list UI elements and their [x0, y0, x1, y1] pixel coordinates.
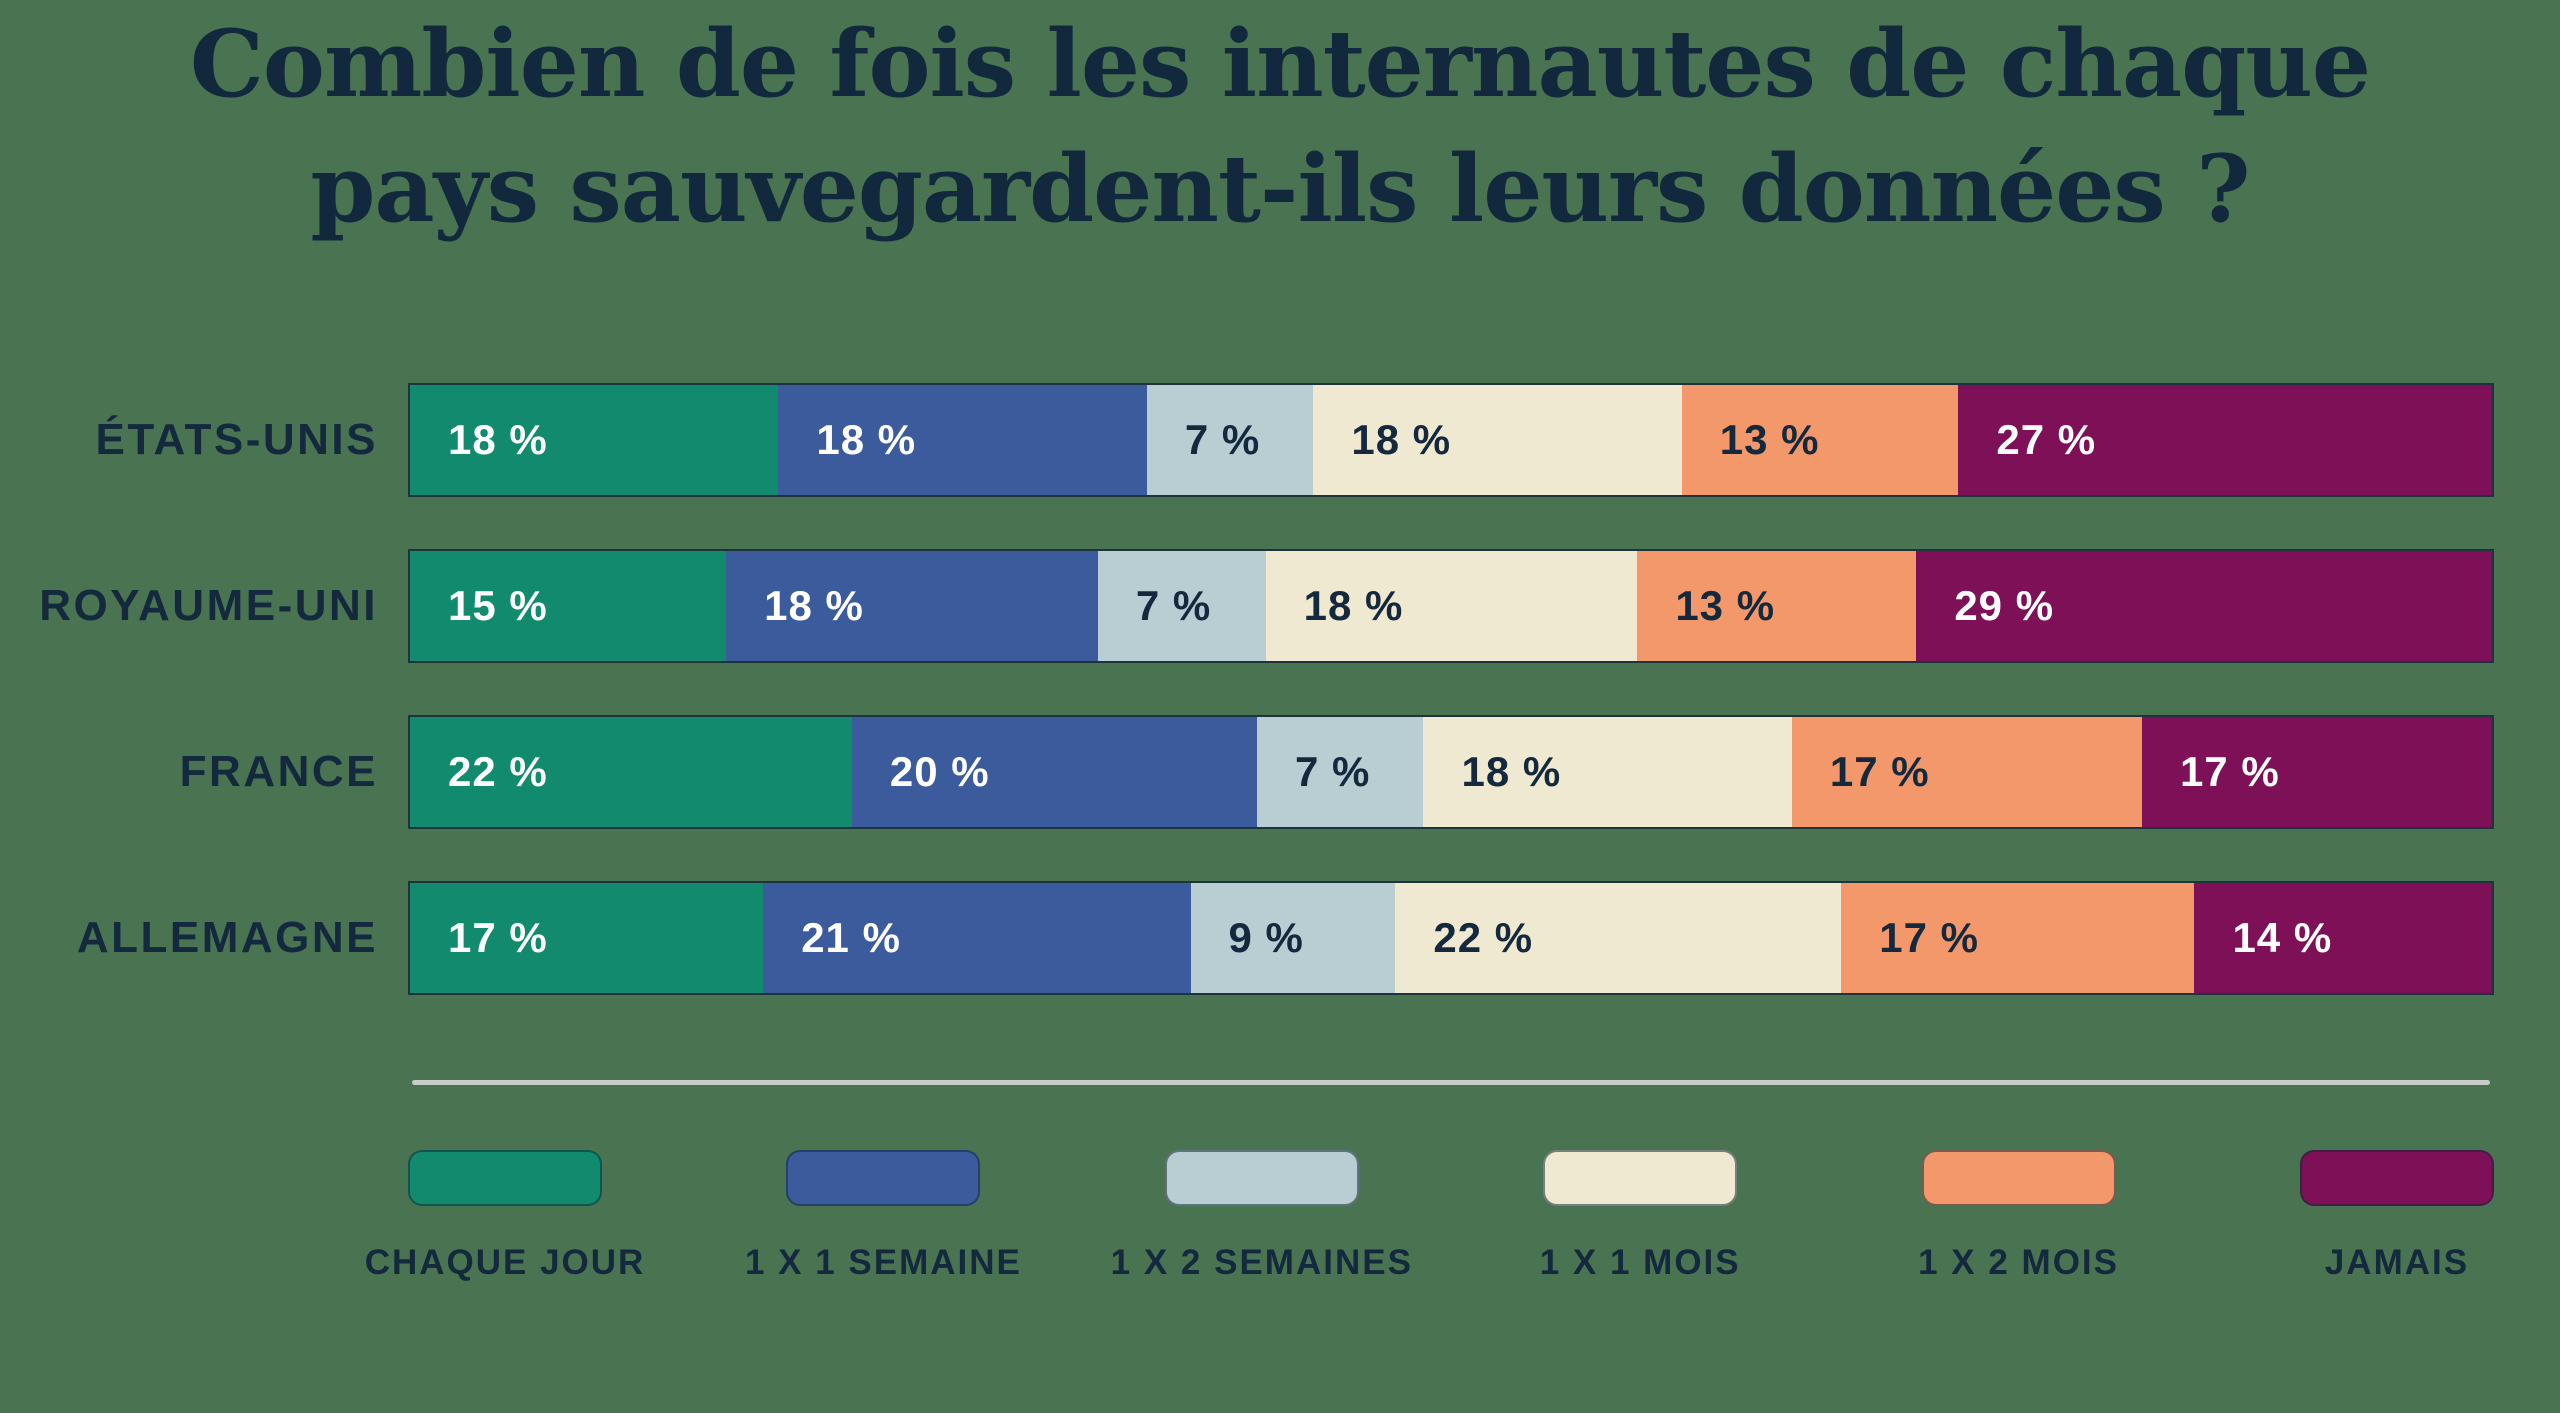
segment-value-label: 18 %: [1351, 416, 1452, 463]
bar-segment: 15 %: [410, 551, 727, 661]
page-title-line1: Combien de fois les internautes de chaqu…: [189, 9, 2371, 118]
segment-value-label: 18 %: [1461, 748, 1562, 795]
legend-swatch: [408, 1150, 602, 1206]
bar-segment: 13 %: [1637, 551, 1917, 661]
segment-value-label: 7 %: [1135, 582, 1212, 629]
bar-segment: 21 %: [763, 883, 1191, 993]
bar-row: FRANCE 22 % 20 % 7 % 18 % 17 % 17 %: [0, 715, 2560, 829]
legend-label: CHAQUE JOUR: [364, 1243, 646, 1282]
segment-value-label: 18 %: [1303, 582, 1404, 629]
legend-swatch: [1543, 1150, 1738, 1206]
bar-segment: 18 %: [1313, 385, 1682, 495]
legend-item: CHAQUE JOUR: [365, 1150, 643, 1283]
segment-value-label: 27 %: [1996, 416, 2097, 463]
segment-value-label: 18 %: [816, 416, 917, 463]
legend-item: JAMAIS: [2299, 1150, 2494, 1283]
segment-value-label: 18 %: [764, 582, 864, 629]
segment-value-label: 17 %: [1879, 914, 1979, 961]
bar-segment: 18 %: [410, 385, 779, 495]
bar-segment: 17 %: [1841, 883, 2195, 993]
bar-segment: 7 %: [1256, 717, 1424, 827]
bar-segment: 18 %: [726, 551, 1098, 661]
page-title: Combien de fois les internautes de chaqu…: [0, 2, 2560, 251]
bar-segment: 20 %: [851, 717, 1257, 827]
stacked-bar: 17 % 21 % 9 % 22 % 17 % 14 %: [408, 881, 2494, 995]
legend-swatch: [786, 1150, 981, 1206]
segment-value-label: 13 %: [1675, 582, 1776, 629]
segment-value-label: 29 %: [1954, 582, 2055, 629]
segment-value-label: 7 %: [1184, 416, 1261, 463]
legend-label: 1 X 2 MOIS: [1918, 1243, 2120, 1282]
stacked-bar: 22 % 20 % 7 % 18 % 17 % 17 %: [408, 715, 2494, 829]
bar-segment: 7 %: [1146, 385, 1314, 495]
legend-item: 1 X 1 SEMAINE: [745, 1150, 1020, 1283]
segment-value-label: 22 %: [1433, 914, 1534, 961]
legend-divider-line: [412, 1080, 2490, 1085]
bar-segment: 18 %: [1265, 551, 1638, 661]
stacked-bar: 18 % 18 % 7 % 18 % 13 % 27 %: [408, 383, 2494, 497]
legend-item: 1 X 2 SEMAINES: [1111, 1150, 1411, 1283]
bar-segment: 29 %: [1916, 551, 2492, 661]
bar-segment: 18 %: [778, 385, 1147, 495]
chart-legend: CHAQUE JOUR 1 X 1 SEMAINE 1 X 2 SEMAINES 1 …: [365, 1150, 2494, 1283]
bar-segment: 22 %: [1395, 883, 1842, 993]
bar-row: ÉTATS-UNIS 18 % 18 % 7 % 18 % 13 % 27 %: [0, 383, 2560, 497]
bar-row: ALLEMAGNE 17 % 21 % 9 % 22 % 17 % 14 %: [0, 881, 2560, 995]
bar-segment: 17 %: [1791, 717, 2142, 827]
legend-item: 1 X 1 MOIS: [1540, 1150, 1739, 1283]
stacked-bar: 15 % 18 % 7 % 18 % 13 % 29 %: [408, 549, 2494, 663]
legend-swatch: [1164, 1150, 1359, 1206]
segment-value-label: 21 %: [801, 914, 901, 961]
legend-swatch: [2299, 1150, 2494, 1206]
segment-value-label: 17 %: [1829, 748, 1930, 795]
segment-value-label: 7 %: [1294, 748, 1371, 795]
segment-value-label: 14 %: [2232, 914, 2333, 961]
bar-row: ROYAUME-UNI 15 % 18 % 7 % 18 % 13 % 29 %: [0, 549, 2560, 663]
bar-segment: 27 %: [1958, 385, 2493, 495]
segment-value-label: 15 %: [448, 582, 548, 629]
legend-item: 1 X 2 MOIS: [1918, 1150, 2117, 1283]
row-label: ROYAUME-UNI: [39, 581, 378, 630]
bar-segment: 13 %: [1681, 385, 1959, 495]
legend-label: JAMAIS: [2324, 1243, 2470, 1282]
legend-swatch: [1921, 1150, 2116, 1206]
row-label: ÉTATS-UNIS: [95, 415, 378, 464]
bar-segment: 17 %: [410, 883, 764, 993]
bar-segment: 9 %: [1190, 883, 1396, 993]
row-label: ALLEMAGNE: [76, 913, 378, 962]
bar-segment: 7 %: [1097, 551, 1266, 661]
row-label: FRANCE: [179, 747, 378, 796]
legend-label: 1 X 1 MOIS: [1539, 1243, 1741, 1282]
stacked-bar-chart: ÉTATS-UNIS 18 % 18 % 7 % 18 % 13 % 27 % ROYAUME…: [0, 383, 2560, 1047]
legend-label: 1 X 1 SEMAINE: [744, 1243, 1022, 1282]
segment-value-label: 20 %: [889, 748, 990, 795]
bar-segment: 18 %: [1423, 717, 1792, 827]
segment-value-label: 17 %: [2179, 748, 2280, 795]
segment-value-label: 22 %: [448, 748, 548, 795]
legend-label: 1 X 2 SEMAINES: [1110, 1243, 1413, 1282]
segment-value-label: 13 %: [1719, 416, 1820, 463]
bar-segment: 17 %: [2141, 717, 2493, 827]
page-title-line2: pays sauvegardent-ils leurs données ?: [310, 133, 2250, 243]
bar-segment: 14 %: [2194, 883, 2493, 993]
segment-value-label: 17 %: [448, 914, 548, 961]
segment-value-label: 18 %: [448, 416, 548, 463]
bar-segment: 22 %: [410, 717, 852, 827]
segment-value-label: 9 %: [1228, 914, 1304, 961]
